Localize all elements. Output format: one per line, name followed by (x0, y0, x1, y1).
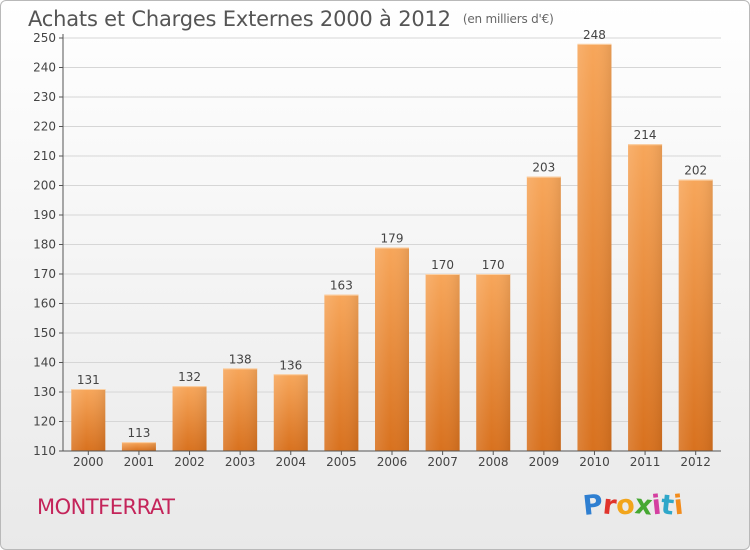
y-tick-label: 160 (33, 297, 56, 311)
x-tick-label: 2008 (478, 455, 509, 469)
y-tick-label: 180 (33, 238, 56, 252)
bar-shade (526, 176, 561, 451)
bar-value-label: 214 (634, 128, 657, 142)
bar-shade (223, 368, 258, 451)
y-tick-label: 130 (33, 385, 56, 399)
y-tick-label: 220 (33, 120, 56, 134)
logo-letter: i (672, 489, 686, 522)
y-tick-label: 200 (33, 179, 56, 193)
x-tick-label: 2005 (326, 455, 357, 469)
bar-shade (678, 179, 713, 451)
axis-layer: 110 120 130 140 150 160 170 180 190 200 210 220 230 2… (33, 31, 721, 469)
x-tick-label: 2006 (377, 455, 408, 469)
bar-value-label: 170 (431, 258, 454, 272)
bar-shade (425, 274, 460, 451)
y-tick-label: 140 (33, 356, 56, 370)
y-tick-label: 110 (33, 444, 56, 458)
x-tick-label: 2001 (124, 455, 155, 469)
y-tick-label: 250 (33, 31, 56, 45)
x-tick-label: 2002 (174, 455, 205, 469)
y-tick-label: 170 (33, 267, 56, 281)
y-tick-label: 150 (33, 326, 56, 340)
y-tick-label: 210 (33, 149, 56, 163)
bar-value-label: 138 (229, 352, 252, 366)
y-tick-label: 240 (33, 61, 56, 75)
y-tick-label: 190 (33, 208, 56, 222)
x-tick-label: 2003 (225, 455, 256, 469)
bar-value-label: 202 (684, 164, 707, 178)
x-tick-label: 2012 (680, 455, 711, 469)
bar-shade (375, 247, 409, 451)
bar-value-label: 179 (381, 231, 404, 245)
chart-subtitle: (en milliers d'€) (462, 12, 554, 26)
bar-value-label: 203 (532, 161, 555, 175)
bar-shade (273, 374, 308, 451)
bar-value-label: 163 (330, 279, 353, 293)
bar-shade (71, 389, 106, 451)
bar-value-label: 131 (77, 373, 100, 387)
y-tick-label: 120 (33, 415, 56, 429)
bar-shade (628, 144, 663, 451)
bar-value-label: 113 (127, 426, 150, 440)
x-tick-label: 2011 (630, 455, 661, 469)
bar-layer: 131 113 132 138 136 163 179 170 170 203 248 214 202 (71, 28, 713, 452)
bar-shade (476, 274, 511, 451)
bar-value-label: 136 (279, 358, 302, 372)
y-tick-label: 230 (33, 90, 56, 104)
chart-title-text: Achats et Charges Externes 2000 à 2012 (28, 7, 451, 31)
bar-shade (172, 386, 207, 451)
proxiti-logo: Proxiti (581, 489, 686, 522)
x-tick-label: 2009 (529, 455, 560, 469)
chart-title: Achats et Charges Externes 2000 à 2012 (e… (28, 7, 554, 31)
bar-value-label: 170 (482, 258, 505, 272)
commune-name: MONTFERRAT (37, 495, 175, 519)
bar-value-label: 132 (178, 370, 201, 384)
bar-shade (324, 294, 359, 451)
x-tick-label: 2007 (427, 455, 458, 469)
x-tick-label: 2010 (579, 455, 610, 469)
x-tick-label: 2004 (275, 455, 306, 469)
bar-shade (577, 43, 612, 452)
x-tick-label: 2000 (73, 455, 104, 469)
bar-value-label: 248 (583, 28, 606, 42)
bar-shade (121, 442, 156, 451)
